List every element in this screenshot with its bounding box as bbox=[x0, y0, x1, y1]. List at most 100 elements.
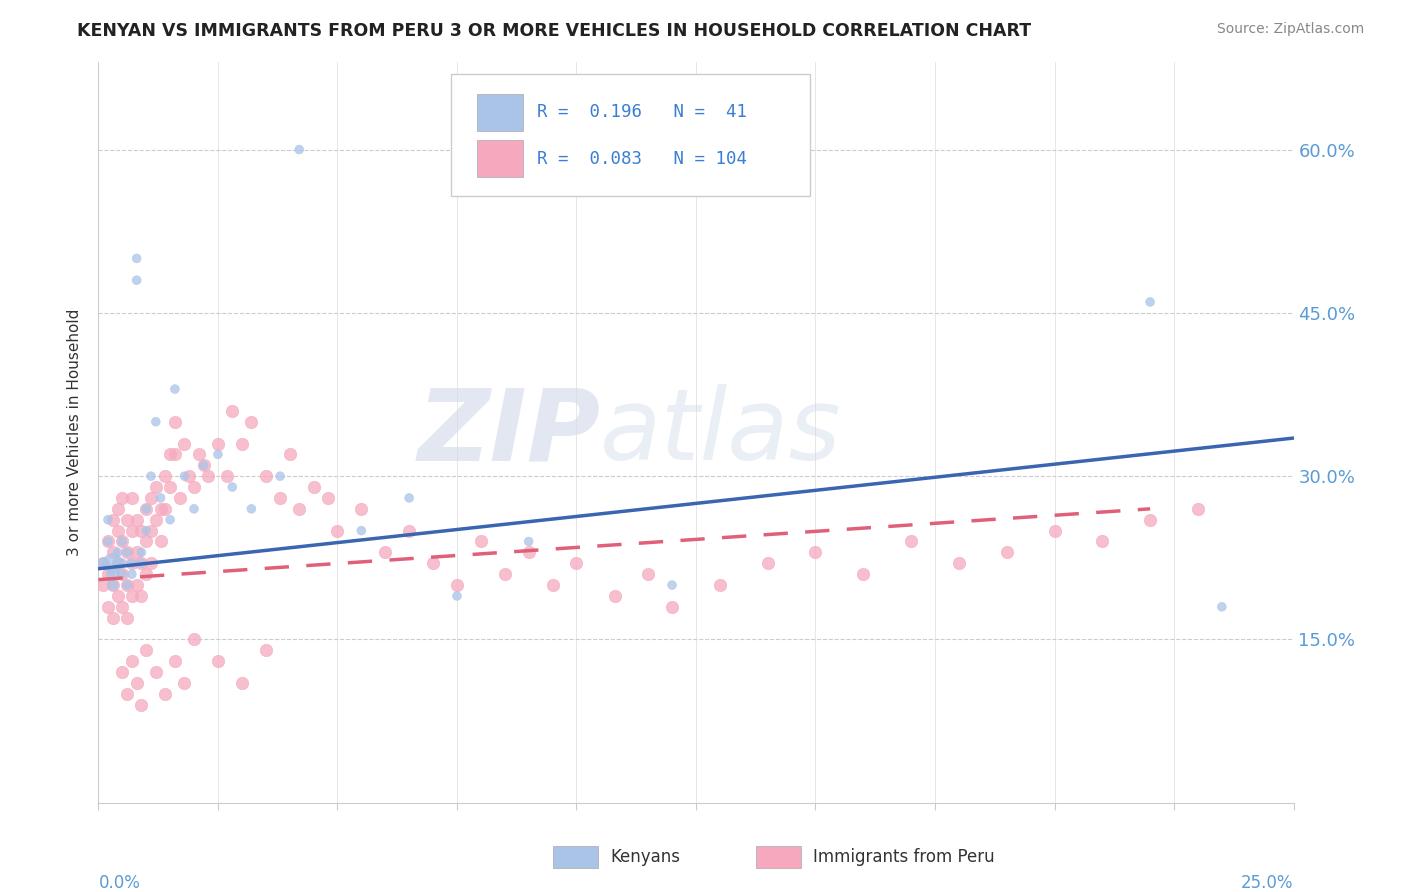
Point bbox=[155, 469, 177, 483]
Point bbox=[240, 415, 263, 429]
Point bbox=[139, 556, 162, 570]
Point bbox=[193, 458, 215, 473]
Point bbox=[159, 480, 181, 494]
Point bbox=[139, 524, 162, 538]
Point bbox=[1139, 513, 1161, 527]
Text: R =  0.196   N =  41: R = 0.196 N = 41 bbox=[537, 103, 747, 121]
Point bbox=[398, 524, 420, 538]
Point bbox=[111, 599, 134, 614]
Point bbox=[173, 469, 195, 483]
Point bbox=[288, 501, 311, 516]
Point bbox=[398, 491, 420, 505]
Point bbox=[145, 480, 167, 494]
Point bbox=[302, 480, 325, 494]
Point bbox=[565, 556, 588, 570]
FancyBboxPatch shape bbox=[756, 846, 801, 868]
Point bbox=[446, 578, 468, 592]
FancyBboxPatch shape bbox=[477, 140, 523, 178]
Point bbox=[231, 436, 253, 450]
Point bbox=[111, 491, 134, 505]
Text: R =  0.083   N = 104: R = 0.083 N = 104 bbox=[537, 150, 747, 168]
Point bbox=[115, 687, 138, 701]
Point bbox=[221, 480, 243, 494]
Point bbox=[163, 415, 186, 429]
Point bbox=[173, 676, 195, 690]
Point bbox=[446, 589, 468, 603]
Point bbox=[121, 524, 143, 538]
Point bbox=[155, 501, 177, 516]
Point bbox=[107, 545, 129, 559]
Point bbox=[107, 556, 129, 570]
Point bbox=[155, 687, 177, 701]
Point bbox=[139, 469, 162, 483]
Point bbox=[101, 567, 124, 582]
Point bbox=[107, 501, 129, 516]
Point bbox=[125, 252, 148, 266]
Point bbox=[135, 567, 157, 582]
Point bbox=[422, 556, 444, 570]
Point bbox=[169, 491, 191, 505]
FancyBboxPatch shape bbox=[553, 846, 598, 868]
Point bbox=[217, 469, 239, 483]
Point bbox=[97, 513, 120, 527]
Point bbox=[125, 273, 148, 287]
Point bbox=[350, 524, 373, 538]
Text: 25.0%: 25.0% bbox=[1241, 873, 1294, 892]
Text: Kenyans: Kenyans bbox=[610, 848, 681, 866]
Point bbox=[1211, 599, 1233, 614]
Point bbox=[135, 501, 157, 516]
Point bbox=[101, 578, 124, 592]
Point bbox=[131, 698, 153, 712]
Point bbox=[149, 501, 172, 516]
Point bbox=[316, 491, 339, 505]
Point bbox=[637, 567, 659, 582]
Point bbox=[125, 545, 148, 559]
Point bbox=[221, 404, 243, 418]
Text: Source: ZipAtlas.com: Source: ZipAtlas.com bbox=[1216, 22, 1364, 37]
Point bbox=[661, 578, 683, 592]
Point bbox=[91, 578, 114, 592]
Point bbox=[269, 469, 291, 483]
Point bbox=[135, 643, 157, 657]
Text: Immigrants from Peru: Immigrants from Peru bbox=[813, 848, 994, 866]
Point bbox=[145, 415, 167, 429]
Point bbox=[1043, 524, 1066, 538]
Point bbox=[97, 599, 120, 614]
Point bbox=[125, 578, 148, 592]
Point bbox=[288, 143, 311, 157]
Text: 0.0%: 0.0% bbox=[98, 873, 141, 892]
Point bbox=[541, 578, 564, 592]
Point bbox=[179, 469, 201, 483]
FancyBboxPatch shape bbox=[477, 94, 523, 130]
Point bbox=[173, 436, 195, 450]
Point bbox=[91, 556, 114, 570]
Point bbox=[197, 469, 219, 483]
Point bbox=[121, 556, 143, 570]
Point bbox=[107, 524, 129, 538]
Point bbox=[326, 524, 349, 538]
Text: KENYAN VS IMMIGRANTS FROM PERU 3 OR MORE VEHICLES IN HOUSEHOLD CORRELATION CHART: KENYAN VS IMMIGRANTS FROM PERU 3 OR MORE… bbox=[77, 22, 1032, 40]
Point bbox=[231, 676, 253, 690]
Point bbox=[131, 524, 153, 538]
Point bbox=[163, 382, 186, 396]
Point bbox=[183, 632, 205, 647]
Point bbox=[139, 491, 162, 505]
Point bbox=[163, 447, 186, 461]
Point bbox=[111, 567, 134, 582]
Point bbox=[470, 534, 492, 549]
Point bbox=[121, 589, 143, 603]
Point bbox=[97, 567, 120, 582]
Point bbox=[709, 578, 731, 592]
Point bbox=[101, 556, 124, 570]
Point bbox=[163, 654, 186, 668]
Point bbox=[111, 567, 134, 582]
Point bbox=[517, 545, 540, 559]
Point bbox=[494, 567, 516, 582]
Point bbox=[193, 458, 215, 473]
Point bbox=[111, 556, 134, 570]
Point bbox=[111, 665, 134, 680]
Point bbox=[107, 589, 129, 603]
Point bbox=[131, 589, 153, 603]
Point bbox=[145, 665, 167, 680]
Point bbox=[115, 545, 138, 559]
